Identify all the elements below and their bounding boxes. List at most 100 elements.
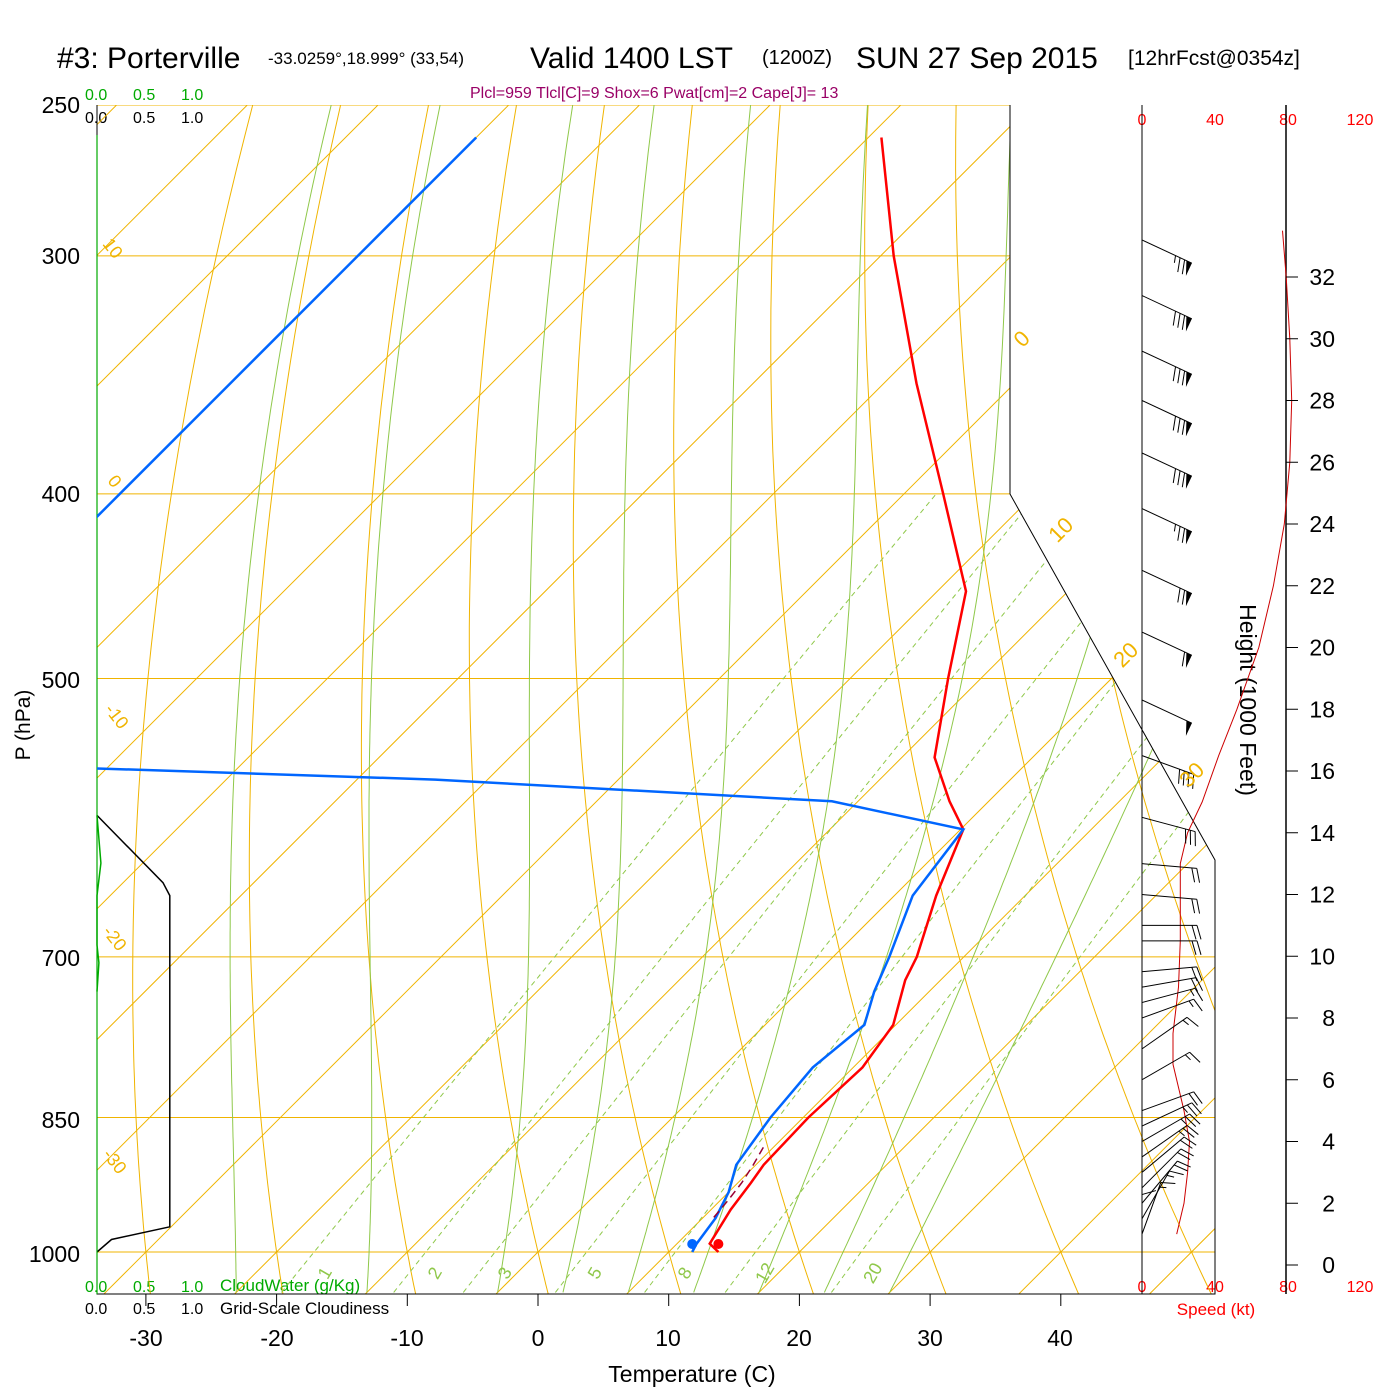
moist-adiabat (497, 105, 608, 1293)
speed-tick: 120 (1347, 1279, 1374, 1296)
speed-tick: 120 (1347, 112, 1374, 129)
wind-barb-staff (1141, 452, 1193, 477)
wind-barb-feather (1177, 587, 1181, 603)
wind-barb-staff (1141, 1091, 1194, 1112)
mixing-ratio-label: 3 (494, 1264, 516, 1283)
wind-barb-pennant (1185, 529, 1192, 545)
wind-barb-half-feather (1178, 1130, 1185, 1137)
x-tick-label: -30 (129, 1325, 162, 1351)
dry-adiabat (864, 105, 1096, 1294)
wind-barb (1141, 699, 1193, 736)
x-tick-label: 20 (786, 1325, 812, 1351)
mixing-ratio-line (644, 493, 1215, 1293)
wind-barb-feather (1188, 1093, 1198, 1106)
isotherm-line (981, 105, 1215, 1294)
wind-barb (1141, 987, 1204, 1004)
x-tick-label: 0 (532, 1325, 545, 1351)
wind-barb-staff (1141, 631, 1193, 656)
wind-barb-pennant (1185, 260, 1192, 276)
wind-barb-staff (1141, 987, 1196, 1004)
wind-barb-feather (1172, 416, 1177, 431)
wind-barb-pennant (1185, 421, 1192, 437)
utc-time: (1200Z) (762, 47, 832, 69)
wind-barb-staff (1141, 816, 1196, 833)
cloudwater-tick: 0.5 (133, 87, 155, 104)
dry-adiabat-label: 10 (1043, 512, 1078, 547)
wind-barb-feather (1189, 1051, 1201, 1063)
wind-barb-staff (1141, 1160, 1178, 1204)
wind-barb-feather (1180, 1148, 1194, 1157)
isotherm-label: -20 (99, 922, 131, 955)
wind-speed-line (1172, 230, 1293, 1235)
speed-scale-bottom: 0 40 80 120 Speed (kt) (1138, 1279, 1374, 1319)
wind-barb-feather (1172, 468, 1177, 484)
x-tick-label: -10 (390, 1325, 423, 1351)
cloudwater-scale-top: 0.0 0.5 1.0 (85, 87, 203, 104)
wind-barb-feather (1191, 898, 1196, 914)
isotherm-label: 0 (104, 471, 126, 491)
x-tick-labels: -30 -20 -10 0 10 20 30 40 (129, 1325, 1072, 1351)
wind-barb (1141, 452, 1193, 489)
wind-barb-feather (1196, 899, 1201, 914)
valid-time: Valid 1400 LST (530, 42, 733, 75)
wind-barb-half-feather (1166, 1174, 1175, 1178)
isotherm-line (97, 105, 1086, 1294)
moist-adiabats (229, 105, 1215, 1293)
wind-barb-staff (1141, 1148, 1182, 1189)
wind-barb (1141, 755, 1195, 789)
wind-barb-half-feather (1189, 989, 1195, 997)
wind-barb (1141, 863, 1201, 883)
isotherm-lines (97, 105, 1215, 1294)
dry-adiabat-label: 20 (1108, 637, 1143, 672)
wind-barb (1141, 508, 1193, 545)
wind-barb-feather (1169, 1170, 1184, 1176)
cloudiness-tick: 0.0 (85, 1301, 107, 1318)
speed-scale-top: 0 40 80 120 (1138, 112, 1374, 129)
wind-barb-feather (1181, 420, 1186, 435)
dry-adiabat (572, 105, 693, 1294)
isotherm-line (97, 105, 1215, 1294)
height-tick-label: 28 (1309, 388, 1335, 414)
speed-tick: 80 (1279, 112, 1297, 129)
wind-barb-staff (1141, 1170, 1170, 1219)
dry-adiabat (770, 105, 962, 1294)
wind-barb (1141, 977, 1203, 992)
isotherm-line (97, 105, 825, 1294)
cloudwater-tick: 1.0 (181, 87, 203, 104)
isotherm-line (197, 105, 1215, 1294)
wind-barb-feather (1196, 868, 1201, 883)
height-axis-title: Height (1000 Feet) (1235, 604, 1261, 796)
cloudiness-scale-top: 0.0 0.5 1.0 (85, 110, 203, 127)
wind-barb (1142, 924, 1202, 940)
pressure-tick-labels: 250 300 400 500 700 850 1000 (29, 92, 80, 1267)
wind-barb-staff (1141, 400, 1193, 425)
height-tick-label: 24 (1309, 511, 1335, 537)
cloudiness-tick: 1.0 (181, 1301, 203, 1318)
pressure-tick-label: 700 (42, 945, 80, 971)
wind-barb-feather (1172, 366, 1177, 382)
isotherm-label: 10 (99, 234, 127, 262)
cloudwater-scale-bottom: 0.0 0.5 1.0 CloudWater (g/Kg) (85, 1276, 360, 1296)
x-tick-label: -20 (260, 1325, 293, 1351)
wind-barb-staff (1141, 1124, 1188, 1158)
isotherm-line (850, 105, 1215, 1294)
height-tick-label: 18 (1309, 696, 1335, 722)
height-tick-label: 2 (1322, 1190, 1335, 1216)
wind-barb-feather (1191, 1102, 1202, 1115)
mixing-ratio-line (462, 493, 1101, 1293)
cloudiness-tick: 0.5 (133, 110, 155, 127)
dry-adiabat (248, 105, 389, 1294)
height-tick-label: 30 (1309, 326, 1335, 352)
cloudiness-line (96, 814, 171, 1253)
wind-barb-staff (1141, 508, 1193, 533)
cloudiness-label: Grid-Scale Cloudiness (220, 1299, 389, 1318)
wind-barb-feather (1181, 259, 1186, 275)
isotherm-line (720, 105, 1215, 1294)
valid-date: SUN 27 Sep 2015 (856, 42, 1098, 75)
dry-adiabat (673, 105, 827, 1294)
wind-barb-feather (1177, 418, 1181, 433)
height-tick-label: 8 (1322, 1005, 1335, 1031)
wind-barb-feather (1181, 651, 1186, 667)
height-tick-label: 14 (1309, 820, 1335, 846)
